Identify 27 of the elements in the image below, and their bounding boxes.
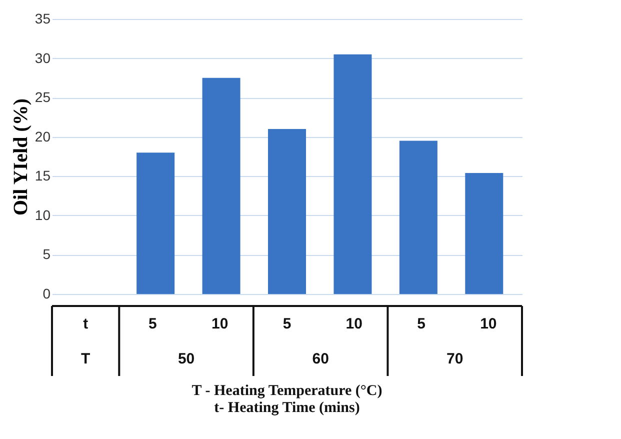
bar bbox=[136, 152, 175, 294]
text: 70 bbox=[446, 350, 464, 368]
y-axis-title: Oil YIeld (%) bbox=[10, 98, 32, 216]
y-tick-label: 30 bbox=[34, 50, 51, 66]
y-tick-label: 20 bbox=[34, 128, 51, 144]
y-tick-label: 10 bbox=[34, 206, 51, 223]
text: 60 bbox=[312, 350, 329, 368]
x-tick-label: 5 bbox=[417, 316, 426, 332]
text: t bbox=[83, 316, 88, 332]
x-tick-label: 5 bbox=[282, 316, 292, 332]
x-tick-label: 10 bbox=[480, 316, 497, 332]
bar bbox=[465, 173, 504, 294]
y-tick-label: 25 bbox=[34, 89, 51, 106]
y-tick-label: 15 bbox=[34, 168, 51, 184]
text: T bbox=[80, 350, 90, 368]
x-tick-label: 10 bbox=[346, 316, 362, 332]
y-tick-label: 35 bbox=[34, 10, 51, 26]
x-axis-title: T - Heating Temperature (°C) t- Heating Time (mins) bbox=[192, 383, 382, 416]
bar bbox=[268, 129, 306, 294]
y-tick-label: 5 bbox=[42, 246, 51, 262]
bar bbox=[399, 140, 438, 294]
x-tick-label: 5 bbox=[148, 316, 157, 332]
bar bbox=[202, 78, 240, 294]
text: 50 bbox=[178, 350, 195, 368]
x-tick-label: 10 bbox=[212, 316, 228, 332]
y-tick-label: 0 bbox=[42, 286, 51, 302]
bar bbox=[334, 54, 372, 294]
